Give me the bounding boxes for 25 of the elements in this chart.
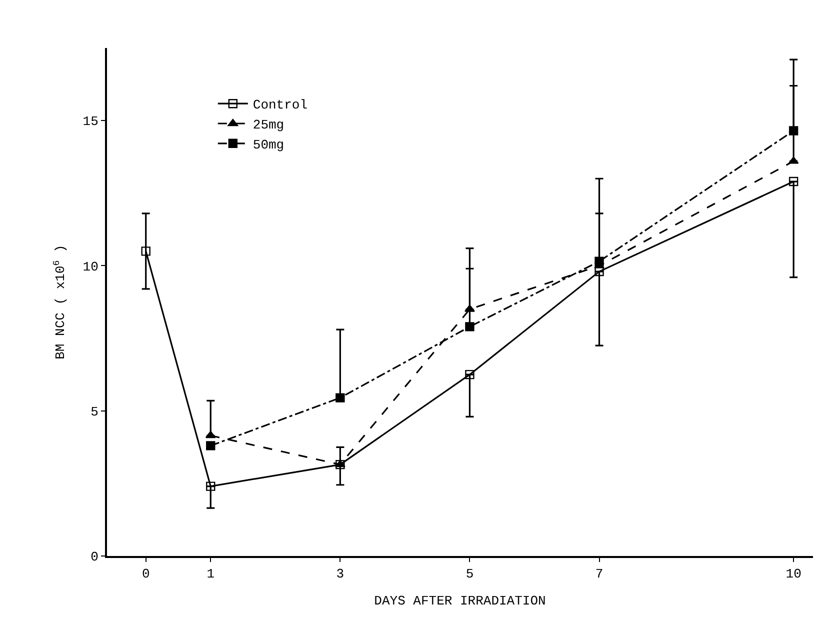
point [594,256,604,266]
x-tick-label: 5 [466,566,474,582]
x-tick-label: 1 [206,566,215,582]
point [788,126,798,136]
point [465,322,474,332]
point [206,482,216,491]
point [336,393,345,402]
y-tick-label: 5 [90,404,98,420]
y-tick-label: 0 [90,550,98,565]
x-axis-title: DAYS AFTER IRRADIATION [374,594,546,609]
point [788,176,798,186]
point [594,266,604,276]
point [205,430,216,438]
x-tick-label: 0 [142,566,150,582]
x-tick-label: 3 [336,566,344,582]
y-tick-label: 15 [82,114,98,130]
point [206,441,216,450]
legend-label: 25mg [252,118,284,133]
y-tick-label: 10 [82,259,98,274]
point [465,370,474,380]
legend-label: Control [252,98,308,113]
legend-label: 50mg [252,137,284,152]
x-tick-label: 7 [595,566,604,582]
x-tick-label: 10 [786,566,802,582]
point [141,246,150,256]
